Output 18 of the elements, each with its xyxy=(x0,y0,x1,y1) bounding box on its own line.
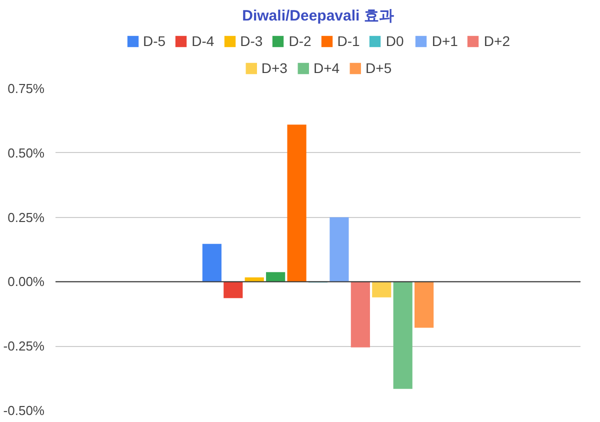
legend-label: D-3 xyxy=(240,33,263,49)
y-tick-label: -0.25% xyxy=(3,338,45,354)
legend-label: D0 xyxy=(386,33,405,49)
legend-label: D+1 xyxy=(432,33,458,49)
legend-label: D-5 xyxy=(143,33,166,49)
y-tick-label: 0.75% xyxy=(8,81,45,96)
legend-label: D+5 xyxy=(366,60,392,76)
y-tick-label: 0.50% xyxy=(8,145,45,160)
legend-label: D-1 xyxy=(337,33,360,49)
y-tick-label: -0.50% xyxy=(3,403,45,418)
legend-label: D+3 xyxy=(261,60,288,76)
legend-label: D-2 xyxy=(288,33,312,49)
legend-label: D+4 xyxy=(313,60,340,76)
chart-title: Diwali/Deepavali 효과 xyxy=(242,8,394,24)
y-tick-label: 0.25% xyxy=(8,210,45,225)
legend-label: D-4 xyxy=(192,33,214,49)
legend-label: D+2 xyxy=(484,33,510,49)
y-tick-label: 0.00% xyxy=(8,274,45,290)
